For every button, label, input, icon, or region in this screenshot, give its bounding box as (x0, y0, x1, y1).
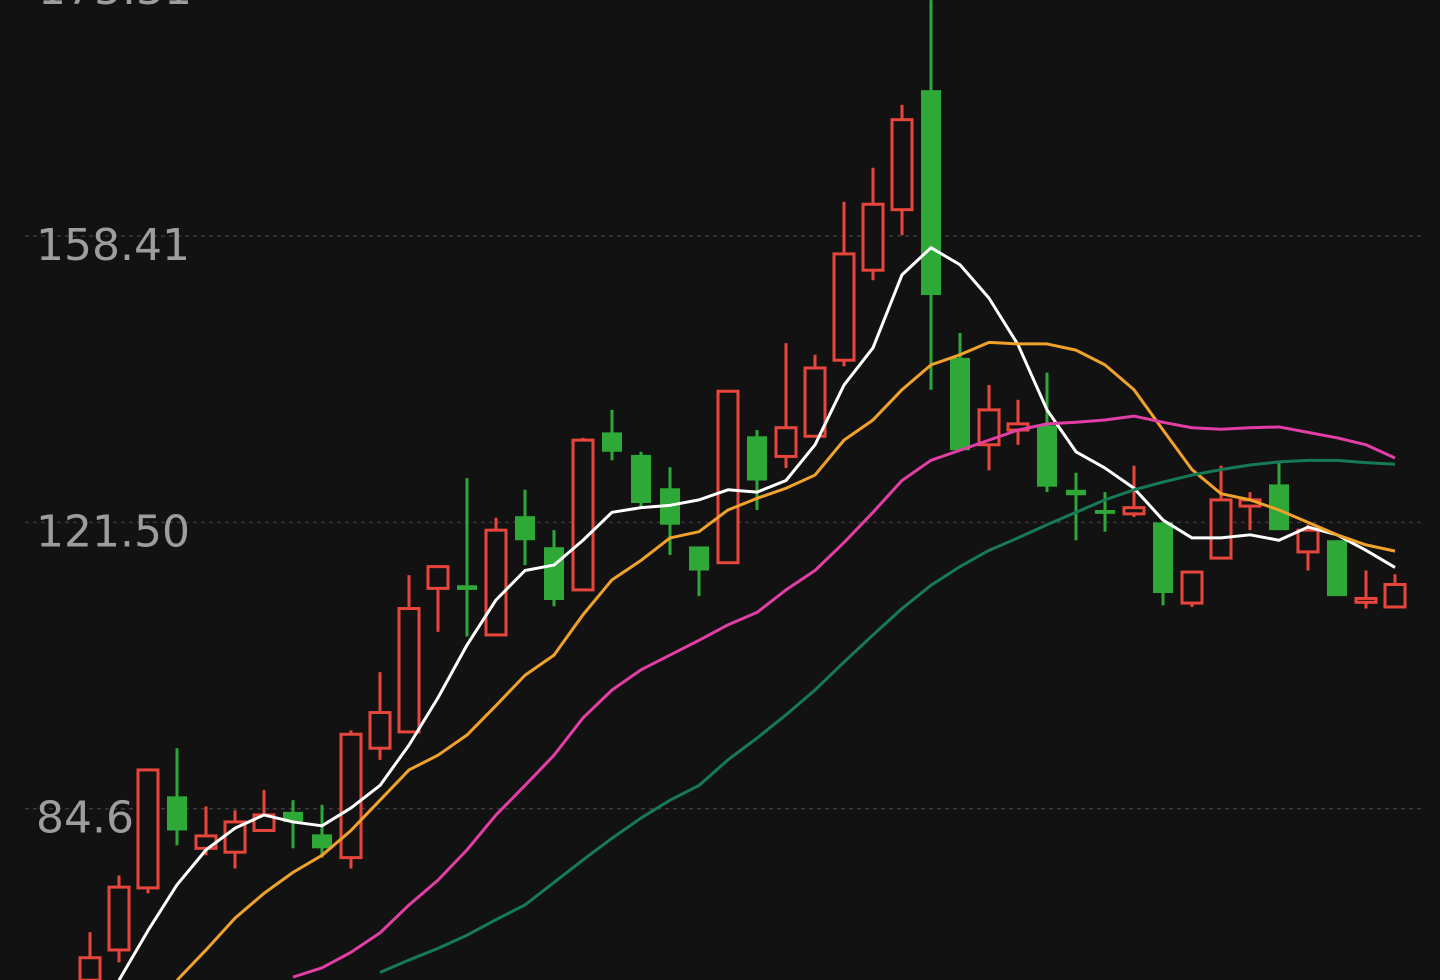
candle-body (368, 711, 392, 750)
candle-body (1037, 425, 1057, 487)
candle-body (861, 202, 885, 272)
moving-average-line (292, 414, 1396, 979)
candle-body (921, 90, 941, 296)
candle-body (1066, 489, 1086, 496)
moving-average-line (175, 340, 1396, 980)
candle-body (339, 732, 363, 860)
candle-body (1383, 582, 1407, 609)
candle-body (950, 357, 970, 451)
candle-body (747, 436, 767, 481)
candle-body (484, 528, 508, 637)
candle-body (1153, 522, 1173, 594)
candle-body (977, 408, 1001, 447)
candle-body (78, 956, 102, 980)
candle-body (397, 607, 421, 734)
candle-body (515, 516, 535, 541)
candle-body (544, 547, 564, 600)
max-label: 175.31 (38, 0, 192, 15)
candle-body (1209, 498, 1233, 560)
candle-body (571, 438, 595, 592)
candle-body (803, 366, 827, 438)
candle-body (1122, 506, 1146, 516)
candle-body (1180, 570, 1204, 605)
candle-body (426, 565, 450, 590)
moving-average-line (117, 246, 1396, 980)
candle-body (1269, 484, 1289, 531)
candle-body (1327, 540, 1347, 597)
candle-body (283, 811, 303, 822)
candle-body (631, 454, 651, 503)
candle-body (602, 432, 622, 452)
candle-body (167, 796, 187, 831)
candle-body (136, 768, 160, 890)
candle-body (1296, 528, 1320, 554)
moving-average-line (379, 458, 1396, 974)
candle-body (1354, 596, 1378, 604)
candle-body (716, 389, 740, 565)
candle-body (1095, 509, 1115, 514)
candle-body (457, 585, 477, 590)
candle-body (107, 885, 131, 952)
candle-body (689, 546, 709, 571)
candle-body (774, 426, 798, 458)
y-tick-label: 158.41 (36, 220, 190, 271)
candle-body (890, 118, 914, 212)
y-tick-label: 121.50 (36, 506, 190, 557)
candle-body (832, 252, 856, 362)
candle-body (312, 834, 332, 849)
